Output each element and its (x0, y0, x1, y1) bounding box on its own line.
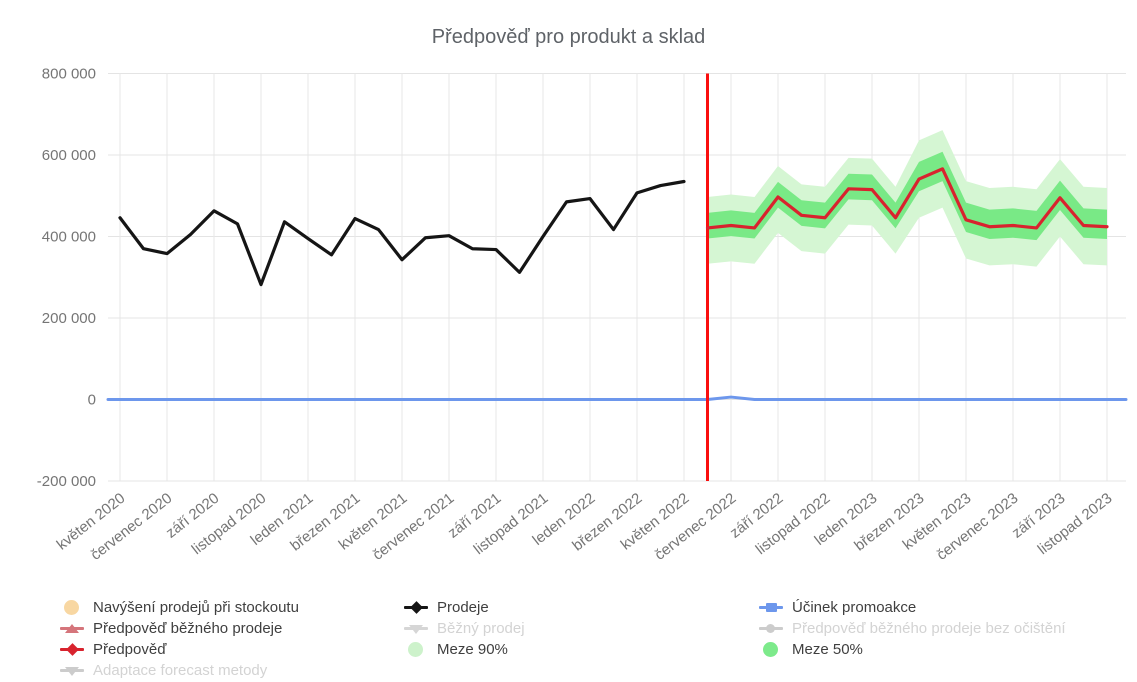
line-diamond-marker-icon (404, 600, 428, 616)
legend-item-label: Účinek promoakce (792, 599, 917, 616)
legend-column-3: Účinek promoakce Předpověď běžného prodej… (759, 597, 1066, 660)
legend-item-label: Běžný prodej (437, 620, 525, 637)
line-diamond-marker-icon (60, 642, 84, 658)
y-tick-label: 600 000 (42, 147, 96, 164)
x-tick-label: červenec 2020 (87, 490, 175, 564)
circle-marker-icon (60, 600, 84, 616)
legend-item-label: Předpověď (93, 641, 167, 658)
y-tick-label: 200 000 (42, 310, 96, 327)
legend-column-1: Navýšení prodejů při stockoutu Předpověď … (60, 597, 299, 681)
legend-column-2: Prodeje Běžný prodej Meze 90% (404, 597, 525, 660)
promo-effect-line (106, 395, 1128, 401)
forecast-line (705, 167, 1109, 230)
x-tick-label: červenec 2023 (933, 490, 1021, 564)
circle-marker-icon (759, 642, 783, 658)
legend-item-label: Prodeje (437, 599, 489, 616)
chart-title: Předpověď pro produkt a sklad (431, 26, 706, 48)
x-tick-label: červenec 2021 (369, 490, 457, 564)
legend-item[interactable]: Navýšení prodejů při stockoutu (60, 597, 299, 618)
line-triangle-down-marker-icon (60, 663, 84, 679)
legend-item[interactable]: Předpověď běžného prodeje (60, 618, 299, 639)
x-tick-label: červenec 2022 (651, 490, 739, 564)
y-tick-label: 800 000 (42, 66, 96, 83)
legend-item-label: Meze 90% (437, 641, 508, 658)
y-tick-label: 400 000 (42, 229, 96, 246)
legend-item[interactable]: Předpověď běžného prodeje bez očištění (759, 618, 1066, 639)
legend-item[interactable]: Účinek promoakce (759, 597, 1066, 618)
legend-item[interactable]: Meze 90% (404, 639, 525, 660)
y-tick-label: -200 000 (37, 473, 96, 490)
legend-item[interactable]: Předpověď (60, 639, 299, 660)
sales-line (118, 179, 686, 287)
line-triangle-up-marker-icon (60, 621, 84, 637)
legend-item[interactable]: Adaptace forecast metody (60, 660, 299, 681)
line-circle-marker-icon (759, 621, 783, 637)
legend-item-label: Adaptace forecast metody (93, 662, 268, 679)
legend-item[interactable]: Prodeje (404, 597, 525, 618)
line-triangle-down-marker-icon (404, 621, 428, 637)
legend-item-label: Meze 50% (792, 641, 863, 658)
legend-item-label: Předpověď běžného prodeje (93, 620, 283, 637)
legend-item[interactable]: Meze 50% (759, 639, 1066, 660)
circle-marker-icon (404, 642, 428, 658)
y-tick-label: 0 (88, 392, 96, 409)
legend-item-label: Navýšení prodejů při stockoutu (93, 599, 299, 616)
legend-item-label: Předpověď běžného prodeje bez očištění (792, 620, 1066, 637)
line-square-marker-icon (759, 600, 783, 616)
legend-item[interactable]: Běžný prodej (404, 618, 525, 639)
